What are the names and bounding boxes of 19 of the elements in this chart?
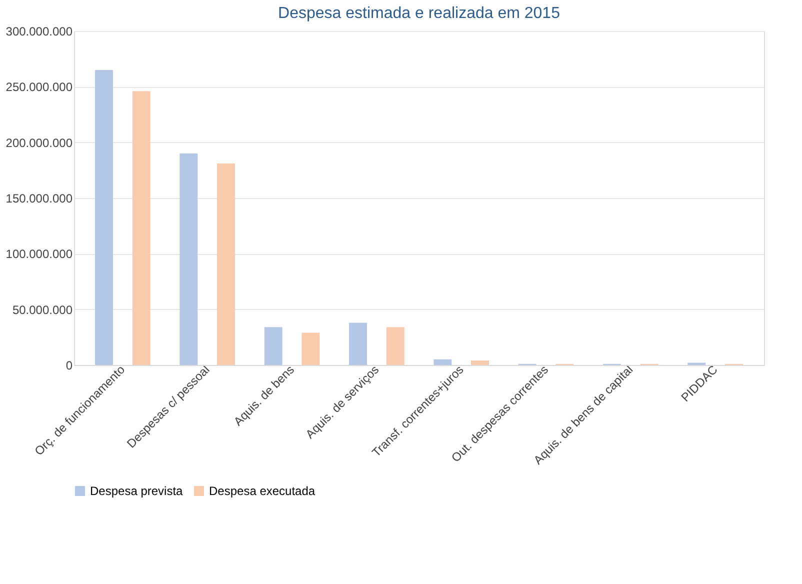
y-tick-label: 300.000.000 xyxy=(6,24,73,38)
y-tick-label: 200.000.000 xyxy=(6,136,73,150)
bar xyxy=(217,163,236,365)
bar xyxy=(471,360,490,365)
y-tick-label: 250.000.000 xyxy=(6,80,73,94)
y-tick-label: 150.000.000 xyxy=(6,192,73,206)
bar xyxy=(95,70,114,365)
bar xyxy=(264,327,282,365)
bar xyxy=(302,332,320,365)
chart-title: Despesa estimada e realizada em 2015 xyxy=(278,5,560,22)
bar xyxy=(180,153,198,365)
bar xyxy=(348,322,367,365)
y-tick-label: 50.000.000 xyxy=(12,302,73,317)
y-tick-label: 100.000.000 xyxy=(6,247,73,262)
bar xyxy=(434,359,452,365)
legend-label: Despesa executada xyxy=(209,484,316,498)
bar xyxy=(132,91,150,365)
legend-label: Despesa prevista xyxy=(90,484,184,498)
bar xyxy=(386,327,404,365)
